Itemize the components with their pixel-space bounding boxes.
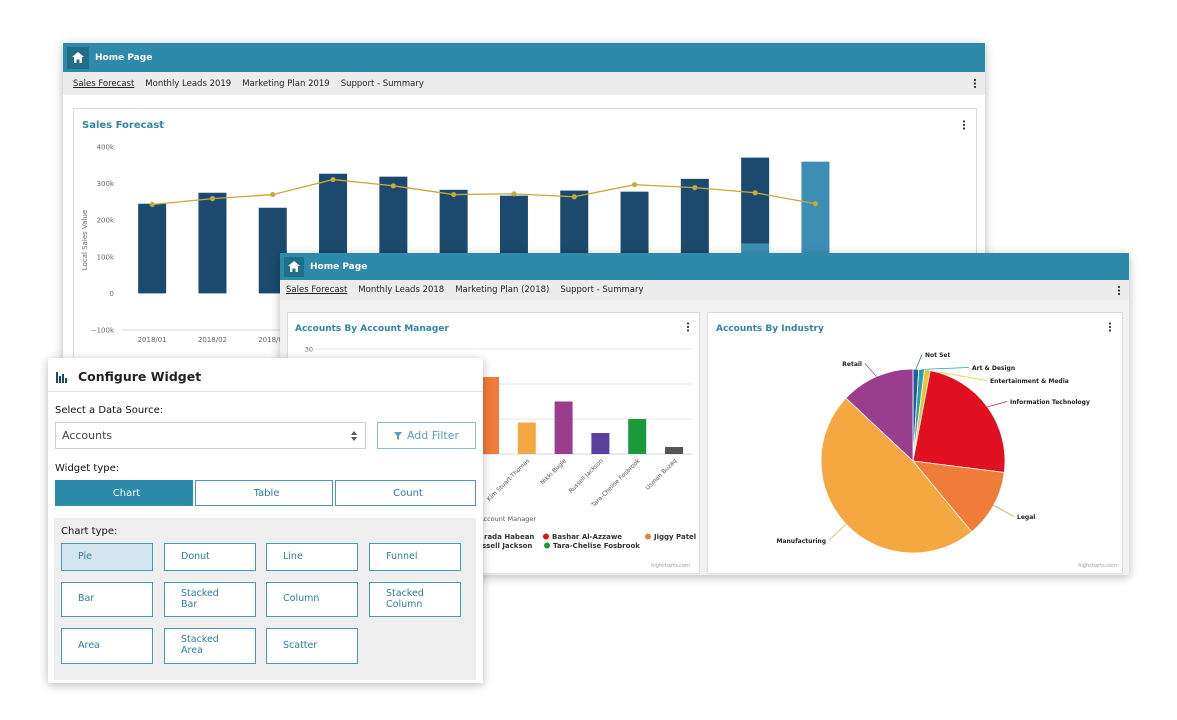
back-window: Home Page Sales Forecast Monthly Leads 20… bbox=[63, 43, 985, 361]
data-source-select[interactable]: Accounts bbox=[55, 422, 366, 449]
widget-type-button[interactable]: Table bbox=[195, 480, 333, 506]
chart-type-button[interactable]: Funnel bbox=[369, 543, 461, 571]
add-filter-button[interactable]: Add Filter bbox=[377, 422, 476, 449]
tab[interactable]: Sales Forecast bbox=[73, 78, 135, 89]
chart-type-button[interactable]: Stacked Column bbox=[369, 582, 461, 617]
chart-type-button[interactable]: Stacked Bar bbox=[164, 582, 256, 617]
chart-type-button[interactable]: Line bbox=[266, 543, 358, 571]
chart-type-button[interactable]: Area bbox=[61, 628, 153, 664]
tab[interactable]: Marketing Plan (2018) bbox=[455, 285, 550, 295]
button-label: Count bbox=[393, 487, 423, 499]
card bbox=[707, 312, 1123, 574]
label: Select a Data Source: bbox=[55, 405, 164, 416]
tab[interactable]: Support - Summary bbox=[340, 78, 424, 89]
configure-widget: Configure Widget Select a Data Source: A… bbox=[48, 358, 483, 683]
header: Home Page bbox=[63, 43, 985, 72]
label: Chart type: bbox=[61, 526, 118, 537]
chart-type-button[interactable]: Stacked Area bbox=[164, 628, 256, 664]
home-icon[interactable] bbox=[67, 46, 89, 69]
menu-icon[interactable] bbox=[1117, 285, 1121, 296]
chart-type-button[interactable]: Donut bbox=[164, 543, 256, 571]
chart-type-button[interactable]: Pie bbox=[61, 543, 153, 571]
header-title: Home Page bbox=[310, 261, 368, 272]
button-label: Stacked Bar bbox=[181, 587, 219, 610]
chart-icon bbox=[56, 372, 67, 383]
select-arrow bbox=[351, 430, 357, 441]
widget-type-button[interactable]: Count bbox=[335, 480, 476, 506]
select-value: Accounts bbox=[62, 429, 113, 442]
header-title: Home Page bbox=[95, 52, 153, 63]
divider bbox=[48, 391, 483, 392]
button-label: Chart bbox=[112, 487, 141, 499]
button-label: Area bbox=[78, 639, 100, 651]
tab-bar: Sales Forecast Monthly Leads 2018 Marketin… bbox=[280, 280, 1129, 300]
menu-icon[interactable] bbox=[973, 78, 977, 89]
chart-type-button[interactable]: Column bbox=[266, 582, 358, 617]
filter-icon bbox=[393, 431, 402, 440]
button-label: Scatter bbox=[283, 639, 318, 651]
button-label: Column bbox=[283, 593, 320, 605]
widget-title: Configure Widget bbox=[78, 369, 202, 384]
button-label: Table bbox=[253, 487, 280, 499]
tab[interactable]: Monthly Leads 2018 bbox=[358, 285, 445, 295]
label: Widget type: bbox=[55, 463, 120, 474]
tab[interactable]: Monthly Leads 2019 bbox=[145, 78, 232, 89]
tab-bar: Sales Forecast Monthly Leads 2019 Marketin… bbox=[63, 72, 985, 95]
button-label: Pie bbox=[78, 550, 93, 562]
button-label: Stacked Column bbox=[386, 587, 424, 610]
chart-type-button[interactable]: Scatter bbox=[266, 628, 358, 664]
button-label: Add Filter bbox=[406, 429, 460, 442]
button-label: Funnel bbox=[386, 550, 418, 562]
widget-type-button[interactable]: Chart bbox=[55, 480, 193, 506]
home-icon[interactable] bbox=[284, 256, 304, 277]
tab[interactable]: Marketing Plan 2019 bbox=[242, 78, 330, 89]
button-label: Stacked Area bbox=[181, 634, 219, 656]
chart-type-button[interactable]: Bar bbox=[61, 582, 153, 617]
tab[interactable]: Sales Forecast bbox=[286, 285, 348, 295]
tab[interactable]: Support - Summary bbox=[560, 285, 644, 295]
button-label: Line bbox=[283, 550, 303, 562]
button-label: Donut bbox=[181, 550, 210, 562]
button-label: Bar bbox=[78, 593, 95, 605]
header: Home Page bbox=[280, 253, 1129, 280]
